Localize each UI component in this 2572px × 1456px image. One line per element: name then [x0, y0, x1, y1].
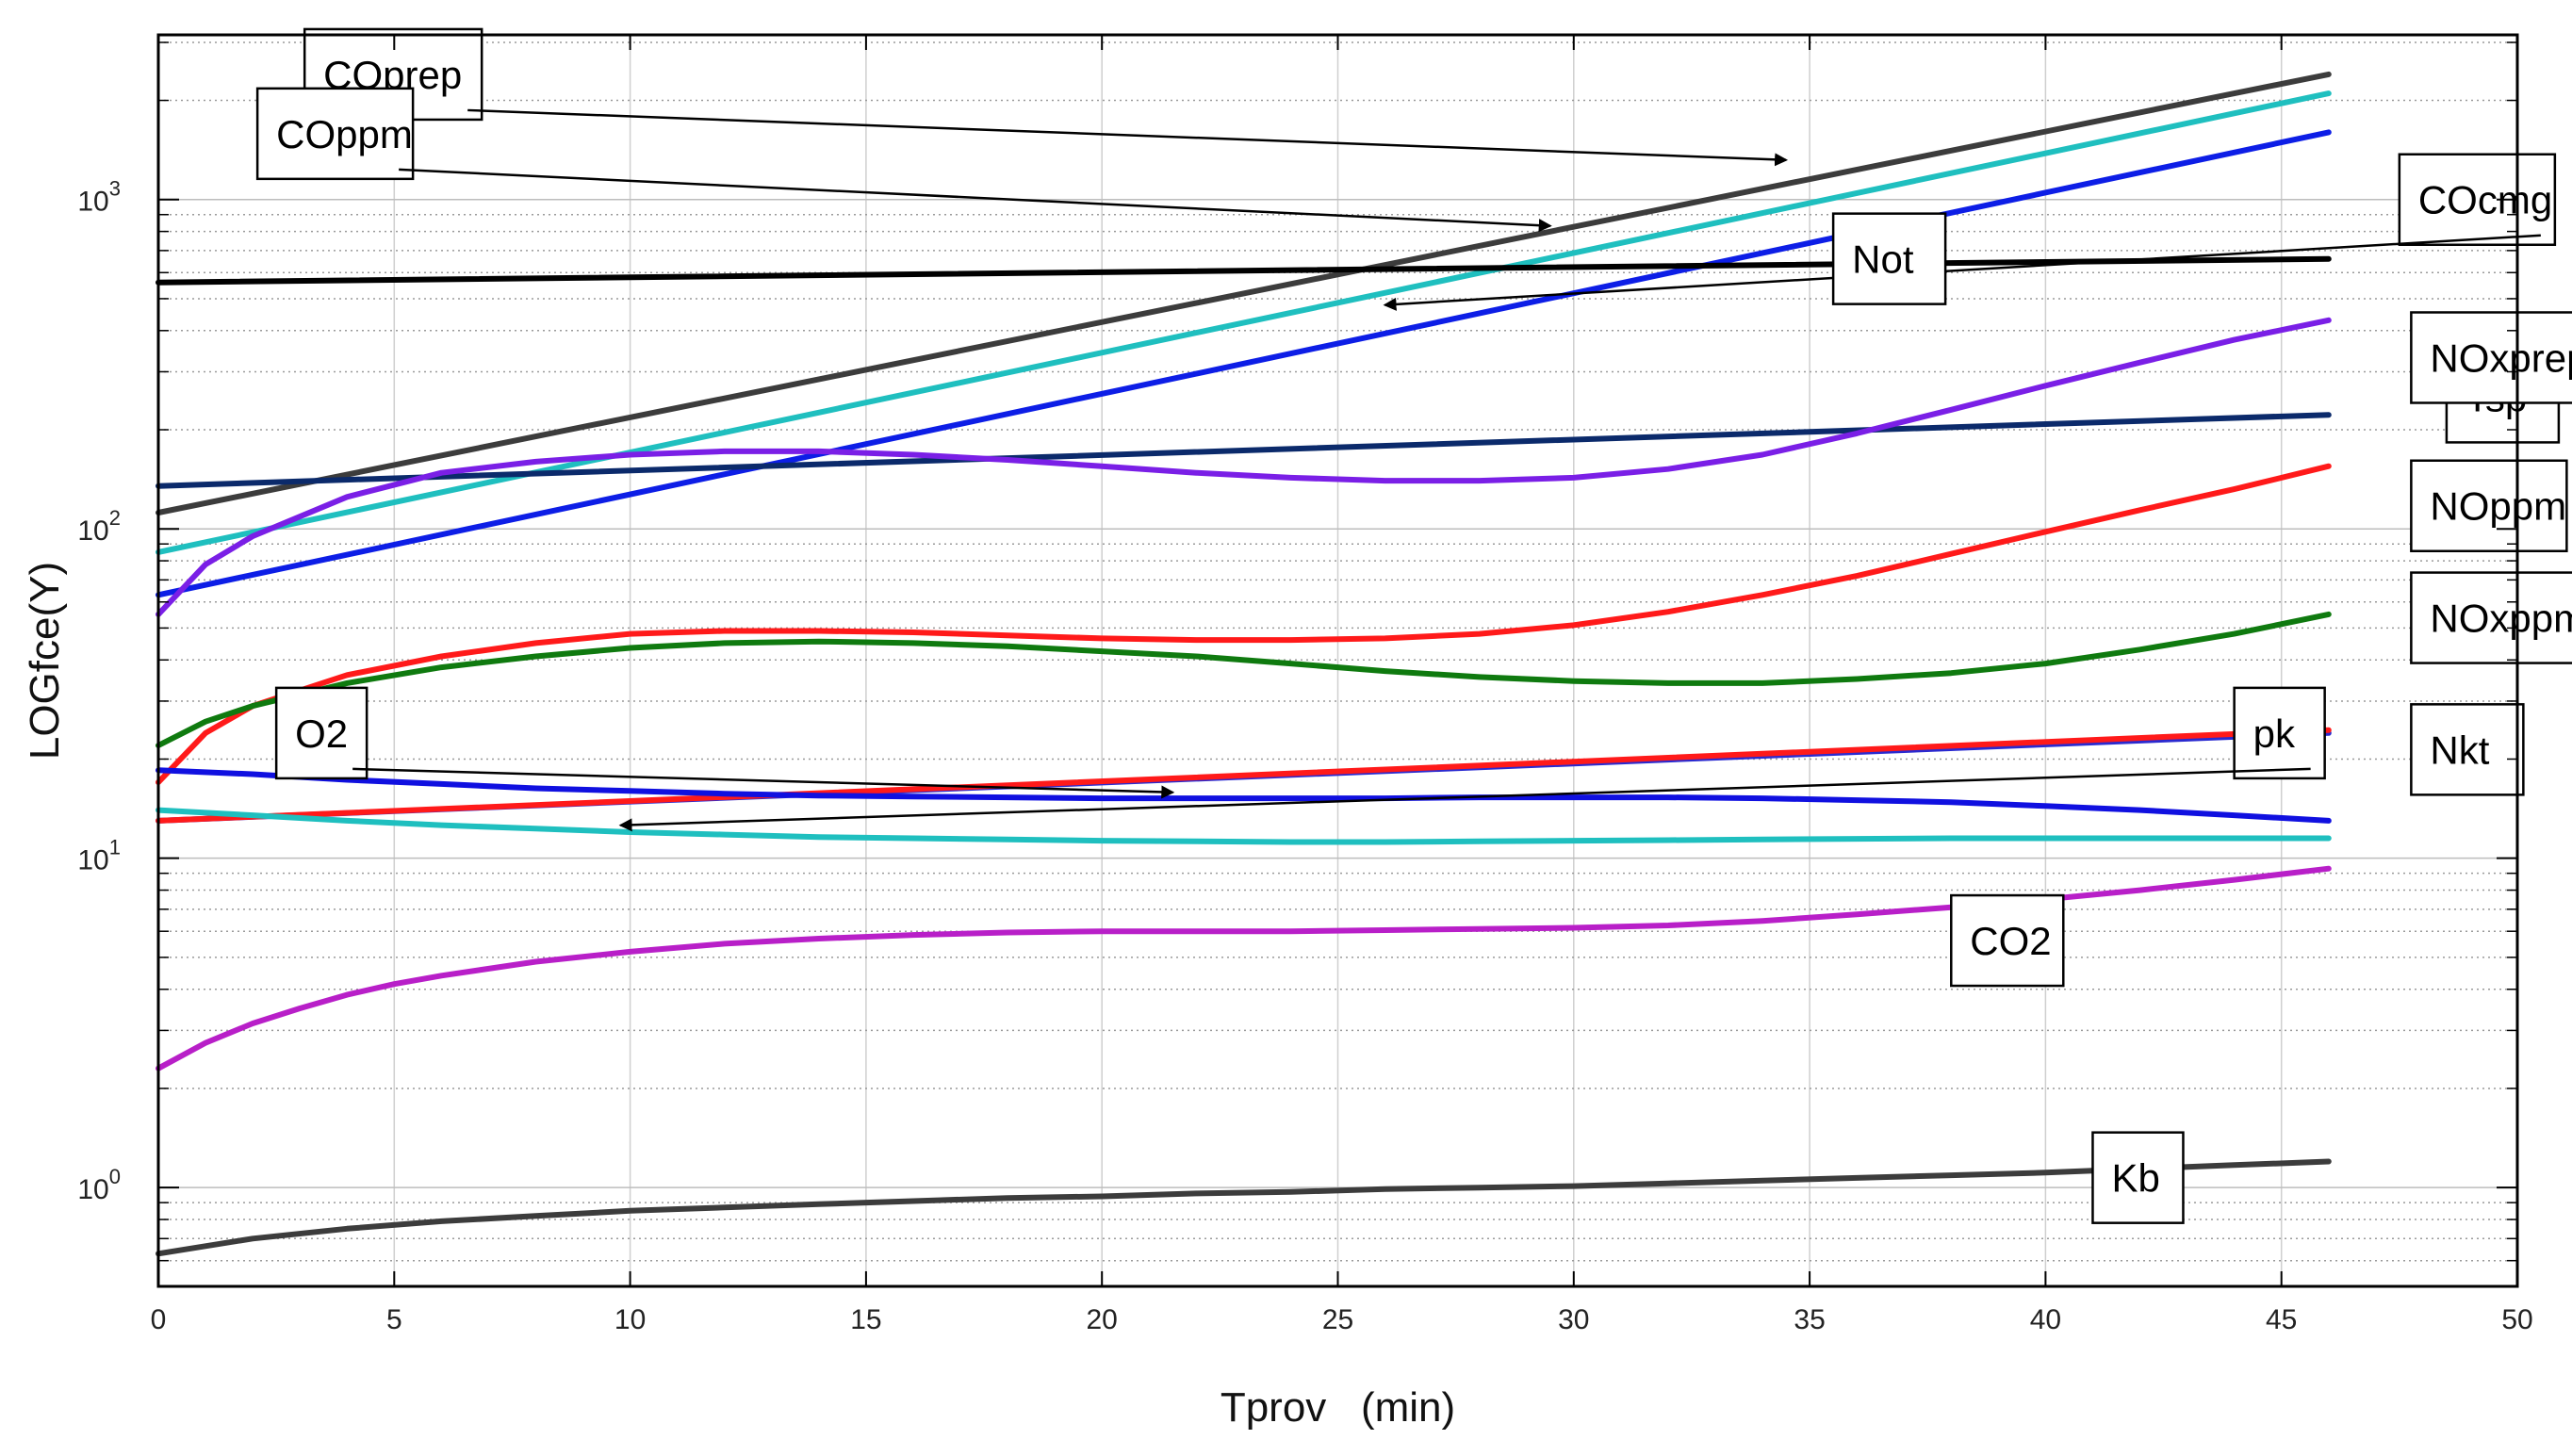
- annotation-label: COppm: [276, 112, 413, 156]
- series-line-tsp: [156, 412, 2332, 489]
- annotation-co2: CO2: [1950, 893, 2065, 988]
- annotation-label: NOppm: [2430, 484, 2566, 529]
- y-tick-label: 102: [77, 506, 121, 547]
- annotation-box: [2410, 459, 2568, 552]
- annotation-coppm: COppm: [255, 87, 1552, 233]
- annotation-pk: pk: [618, 686, 2326, 832]
- annotation-arrow: [399, 168, 1552, 233]
- series-line-co2: [156, 865, 2332, 1072]
- annotation-arrow: [1383, 234, 2541, 311]
- annotation-label: pk: [2253, 712, 2296, 756]
- annotation-noppm: NOppm: [2410, 459, 2568, 552]
- series-line-noxprep: [156, 317, 2332, 617]
- y-tick-label: 103: [77, 177, 121, 218]
- annotation-nkt: Nkt: [2410, 703, 2525, 796]
- series-line-noppm: [156, 463, 2332, 786]
- annotation-label: NOxprep: [2430, 335, 2572, 380]
- annotation-box: [274, 686, 369, 780]
- annotation-arrow: [352, 767, 1175, 799]
- annotation-arrow: [618, 767, 2311, 832]
- x-tick-label: 0: [151, 1304, 167, 1335]
- annotation-box: [255, 87, 415, 181]
- x-tick-label: 15: [850, 1304, 881, 1335]
- annotation-box: [2233, 686, 2326, 780]
- x-tick-label: 50: [2501, 1304, 2532, 1335]
- x-tick-label: 10: [614, 1304, 646, 1335]
- annotation-box: [2410, 703, 2525, 796]
- annotation-box: [1950, 893, 2065, 988]
- series-line-o2: [156, 727, 2332, 824]
- y-tick-label: 100: [77, 1165, 121, 1205]
- x-tick-label: 25: [1322, 1304, 1353, 1335]
- annotation-box: [1831, 212, 1947, 305]
- annotation-box: [2091, 1131, 2185, 1224]
- series-line-coprep: [156, 71, 2332, 515]
- series-line-cocmg: [156, 129, 2332, 598]
- annotation-cocmg: COcmg: [1383, 153, 2557, 311]
- series-line-not: [156, 255, 2332, 286]
- y-axis-title: LOGfce(Y): [22, 562, 68, 760]
- series-group: [156, 71, 2332, 1257]
- series-line-pk: [156, 807, 2332, 845]
- x-tick-label: 45: [2266, 1304, 2297, 1335]
- annotation-box: [2410, 571, 2572, 664]
- annotation-label: CO2: [1970, 919, 2051, 963]
- annotation-label: Nkt: [2430, 728, 2489, 772]
- axes-frame: [156, 33, 2519, 1288]
- x-tick-label: 30: [1558, 1304, 1589, 1335]
- annotation-o2: O2: [274, 686, 1175, 799]
- annotation-label: Kb: [2111, 1156, 2159, 1201]
- annotation-label: NOxppm: [2430, 597, 2572, 641]
- annotation-label: Not: [1852, 237, 1914, 282]
- x-tick-label: 35: [1794, 1304, 1825, 1335]
- y-tick-label: 101: [77, 836, 121, 876]
- x-tick-label: 20: [1087, 1304, 1118, 1335]
- annotation-noxprep: NOxprep: [2410, 311, 2572, 404]
- annotation-not: Not: [1831, 212, 1947, 305]
- x-axis-title: Tprov (min): [1220, 1384, 1455, 1431]
- series-line-kb: [156, 1158, 2332, 1257]
- annotation-kb: Kb: [2091, 1131, 2185, 1224]
- annotation-label: COcmg: [2418, 178, 2552, 222]
- axis-titles: Tprov (min) LOGfce(Y): [22, 562, 1455, 1431]
- series-line-unnamed-11: [156, 767, 2332, 824]
- annotation-noxppm: NOxppm: [2410, 571, 2572, 664]
- annotation-arrow: [467, 108, 1789, 167]
- tick-labels: 0 5 10 15 20 25 30 35 40 45 50 100 101 102 103: [77, 177, 2532, 1335]
- annotation-box: [2398, 153, 2557, 246]
- annotation-group: COprepCOppmCOcmgNotTspNOxprepNOppmNOxppm…: [255, 27, 2572, 1224]
- annotation-label: O2: [295, 712, 348, 756]
- series-line-noxppm: [156, 611, 2332, 748]
- x-tick-label: 40: [2030, 1304, 2061, 1335]
- x-tick-label: 5: [386, 1304, 402, 1335]
- annotation-box: [2410, 311, 2572, 404]
